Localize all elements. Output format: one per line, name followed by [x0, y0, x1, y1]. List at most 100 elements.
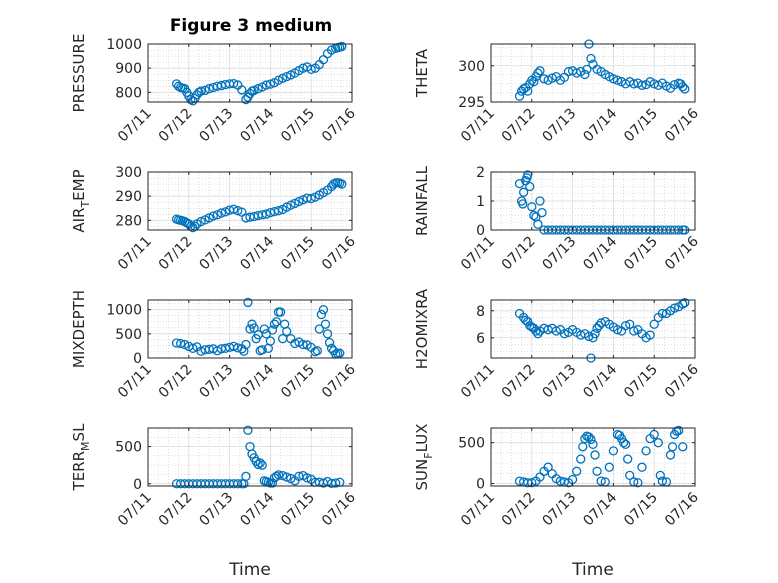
x-tick-label: 07/16 [662, 233, 702, 273]
x-tick-label: 07/13 [197, 234, 237, 274]
x-tick-label: 07/15 [278, 106, 318, 146]
data-point [641, 446, 651, 456]
x-tick-label: 07/14 [237, 489, 277, 529]
data-point [275, 307, 286, 317]
data-point [590, 450, 600, 460]
y-tick-label: 1000 [106, 303, 142, 319]
data-point [257, 210, 267, 220]
data-point [586, 53, 596, 64]
x-tick-label: 07/15 [621, 234, 661, 274]
data-point [608, 446, 619, 456]
x-tick-label: 07/13 [540, 362, 580, 402]
y-axis-label: THETA [413, 48, 431, 98]
data-point [580, 433, 590, 444]
x-tick-label: 07/12 [499, 362, 539, 402]
data-point [604, 462, 614, 472]
data-point [253, 84, 263, 94]
data-point [525, 181, 535, 192]
data-point [618, 438, 629, 448]
data-point [314, 324, 325, 334]
data-point [527, 202, 537, 212]
subplot-mixdepth: 0 500 1000 07/11 07/12 07/13 07/14 07/15 07/16 MI… [70, 290, 359, 401]
data-point [173, 81, 184, 91]
data-point [680, 298, 690, 308]
y-tick-label: 800 [115, 85, 142, 101]
x-tick-label: 07/15 [621, 362, 661, 402]
data-point [533, 68, 543, 78]
x-tick-label: 07/14 [580, 361, 620, 401]
data-point [529, 77, 539, 87]
subplot-sun-flux: 0 500 07/11 07/12 07/13 07/14 07/15 07/16 SUNFLU… [413, 424, 702, 580]
subplot-pressure: 800 900 1000 07/11 07/12 07/13 07/14 07/15 07/16… [70, 34, 359, 146]
data-point [306, 193, 316, 204]
data-point [529, 210, 539, 221]
data-point [518, 199, 528, 209]
data-point [320, 319, 331, 329]
data-point [625, 319, 635, 329]
data-point [322, 329, 333, 339]
y-tick-label: 300 [115, 165, 142, 181]
data-point [527, 478, 537, 488]
y-tick-label: 0 [133, 351, 142, 367]
data-point [257, 460, 267, 470]
data-point [612, 325, 623, 335]
y-tick-label: 295 [458, 95, 485, 111]
data-point [188, 343, 198, 353]
axes-box [147, 43, 353, 103]
data-point [265, 336, 276, 346]
data-point [269, 206, 280, 217]
x-tick-label: 07/12 [499, 106, 539, 146]
x-tick-label: 07/15 [621, 490, 661, 530]
data-point [257, 345, 267, 355]
data-point [241, 471, 251, 481]
data-point [667, 442, 678, 452]
data-point [245, 324, 255, 334]
data-point [582, 64, 592, 75]
data-point [282, 326, 292, 337]
data-point [584, 331, 594, 342]
y-axis-label: RAINFALL [413, 165, 431, 236]
x-tick-label: 07/11 [115, 362, 155, 402]
axes-box [490, 427, 696, 487]
x-tick-label: 07/12 [499, 490, 539, 530]
x-tick-label: 07/16 [319, 233, 359, 273]
data-point [249, 85, 259, 96]
y-tick-label: 8 [476, 304, 485, 320]
axes-box [490, 299, 696, 359]
data-point [196, 216, 206, 227]
x-tick-label: 07/11 [458, 490, 498, 530]
data-point [608, 74, 619, 84]
data-point [194, 87, 204, 97]
x-tick-label: 07/16 [662, 105, 702, 145]
data-point [645, 330, 655, 340]
data-point [294, 196, 304, 207]
x-tick-label: 07/12 [156, 106, 196, 146]
data-point [312, 346, 322, 356]
data-point [576, 454, 586, 464]
data-point [306, 64, 316, 75]
data-point [243, 425, 253, 435]
data-point [267, 478, 278, 488]
data-point [216, 208, 227, 218]
y-tick-label: 6 [476, 331, 485, 347]
data-point [261, 209, 271, 219]
x-tick-label: 07/13 [197, 106, 237, 146]
subplot-air-temp: 280 290 300 07/11 07/12 07/13 07/14 07/15 07/16 A… [70, 165, 359, 273]
x-tick-label: 07/13 [197, 490, 237, 530]
x-tick-label: 07/11 [458, 362, 498, 402]
data-point [680, 84, 690, 94]
x-tick-label: 07/12 [156, 490, 196, 530]
x-tick-label: 07/13 [540, 234, 580, 274]
x-tick-label: 07/15 [278, 490, 318, 530]
y-tick-label: 2 [476, 165, 485, 181]
data-point [267, 325, 278, 335]
data-point [518, 187, 529, 197]
data-point [633, 478, 643, 488]
data-point [535, 66, 545, 76]
x-tick-label: 07/11 [115, 490, 155, 530]
x-tick-label: 07/16 [319, 361, 359, 401]
x-tick-label: 07/14 [580, 489, 620, 529]
x-tick-label: 07/12 [499, 234, 539, 274]
axes-box [490, 43, 696, 103]
